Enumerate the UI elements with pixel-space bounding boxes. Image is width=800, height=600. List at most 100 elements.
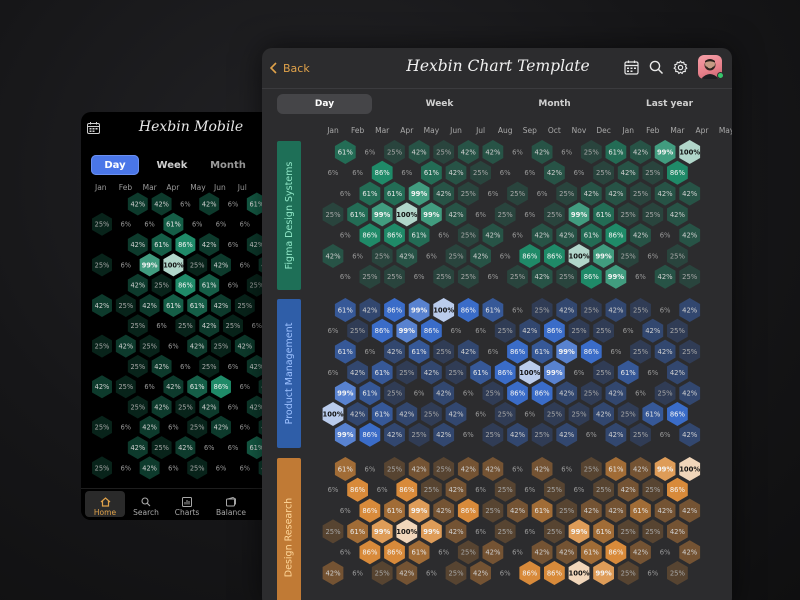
- desktop-cell-hex: [507, 339, 528, 364]
- desktop-cell-hex: [605, 540, 627, 565]
- desktop-cell-label: 61%: [584, 549, 600, 557]
- desktop-cell-hex: [679, 339, 701, 364]
- nav-charts[interactable]: Charts: [167, 491, 207, 517]
- mobile-cell-label: 25%: [95, 261, 110, 269]
- mobile-cell-label: 6%: [121, 261, 131, 269]
- mobile-tab-day[interactable]: Day: [91, 155, 139, 175]
- desktop-cell-label: 99%: [595, 569, 611, 577]
- desktop-cell-label: 25%: [621, 252, 637, 260]
- desktop-cell-label: 42%: [682, 507, 698, 515]
- desktop-cell-hex: [433, 298, 455, 322]
- mobile-cell-label: 25%: [190, 261, 205, 269]
- desktop-cell-hex: [347, 360, 368, 385]
- desktop-cell-label: 61%: [584, 232, 600, 240]
- desktop-cell-label: 42%: [535, 465, 551, 473]
- back-button[interactable]: Back: [270, 60, 310, 76]
- desktop-cell-label: 6%: [647, 369, 658, 377]
- mobile-cell-label: 25%: [190, 424, 205, 432]
- desktop-cell-hex: [642, 477, 664, 502]
- mobile-tab-month[interactable]: Month: [210, 159, 246, 171]
- desktop-cell-label: 99%: [411, 190, 427, 198]
- desktop-cell-hex: [642, 519, 664, 544]
- section-bar: [277, 458, 301, 600]
- desktop-cell-hex: [457, 540, 479, 565]
- desktop-cell-hex: [359, 181, 381, 206]
- desktop-cell-label: 6%: [340, 549, 351, 557]
- mobile-cell-hex: [246, 395, 267, 419]
- desktop-cell-hex: [654, 181, 676, 206]
- mobile-cell-label: 6%: [240, 261, 250, 269]
- page-title: Hexbin Chart Template: [406, 57, 590, 75]
- gear-icon[interactable]: [673, 60, 688, 75]
- desktop-cell-label: 42%: [670, 211, 686, 219]
- desktop-cell-hex: [494, 202, 516, 227]
- desktop-cell-hex: [482, 140, 504, 164]
- desktop-cell-hex: [667, 202, 688, 227]
- desktop-cell-hex: [593, 244, 614, 268]
- desktop-cell-hex: [384, 223, 405, 248]
- mobile-cell-label: 42%: [202, 200, 217, 208]
- mobile-cell-label: 25%: [130, 403, 145, 411]
- mobile-cell-label: 42%: [178, 444, 193, 452]
- desktop-cell-label: 61%: [375, 369, 391, 377]
- tab-last-year[interactable]: Last year: [645, 99, 694, 109]
- desktop-cell-hex: [654, 264, 676, 289]
- desktop-cell-label: 6%: [438, 232, 449, 240]
- nav-balance[interactable]: Balance: [209, 491, 253, 517]
- desktop-cell-label: 6%: [500, 569, 511, 577]
- mobile-cell-label: 25%: [95, 424, 110, 432]
- desktop-cell-label: 6%: [352, 169, 363, 177]
- nav-home[interactable]: Home: [85, 491, 125, 517]
- desktop-cell-label: 42%: [473, 252, 489, 260]
- desktop-cell-hex: [396, 519, 418, 544]
- desktop-cell-label: 86%: [375, 327, 391, 335]
- desktop-cell-label: 6%: [414, 390, 425, 398]
- desktop-cell-hex: [593, 402, 614, 426]
- desktop-cell-label: 6%: [635, 273, 646, 281]
- desktop-cell-label: 42%: [535, 549, 551, 557]
- mobile-cell-label: 42%: [214, 261, 229, 269]
- mobile-cell-hex: [211, 334, 231, 358]
- desktop-cell-label: 25%: [658, 390, 674, 398]
- calendar-icon[interactable]: [624, 60, 639, 75]
- nav-search[interactable]: Search: [126, 491, 166, 517]
- desktop-cell-label: 25%: [448, 252, 464, 260]
- mobile-cell-label: 25%: [95, 221, 110, 229]
- desktop-cell-label: 99%: [374, 528, 390, 536]
- mobile-cell-hex: [187, 253, 208, 277]
- desktop-cell-hex: [457, 181, 479, 206]
- desktop-cell-hex: [593, 360, 614, 385]
- mobile-tab-week[interactable]: Week: [156, 159, 188, 171]
- desktop-cell-label: 25%: [375, 252, 391, 260]
- desktop-cell-hex: [433, 264, 455, 289]
- desktop-cell-hex: [630, 298, 651, 322]
- mobile-cell-label: 25%: [178, 403, 193, 411]
- desktop-cell-label: 25%: [645, 169, 661, 177]
- desktop-cell-hex: [457, 298, 479, 322]
- tab-day[interactable]: Day: [277, 94, 372, 114]
- desktop-cell-label: 42%: [461, 465, 477, 473]
- search-icon[interactable]: [649, 60, 664, 75]
- desktop-cell-hex: [408, 422, 430, 447]
- mobile-cell-hex: [246, 436, 267, 460]
- desktop-cell-label: 25%: [596, 486, 612, 494]
- desktop-cell-hex: [556, 298, 578, 322]
- calendar-icon[interactable]: [87, 122, 100, 134]
- desktop-cell-hex: [396, 318, 418, 343]
- desktop-cell-label: 25%: [633, 190, 649, 198]
- desktop-cell-hex: [605, 498, 627, 523]
- desktop-cell-hex: [322, 519, 344, 544]
- mobile-cell-label: 6%: [228, 363, 238, 371]
- desktop-cell-label: 99%: [571, 211, 587, 219]
- desktop-cell-label: 61%: [350, 211, 366, 219]
- desktop-cell-label: 42%: [633, 148, 649, 156]
- desktop-cell-hex: [421, 402, 442, 426]
- tab-week[interactable]: Week: [425, 99, 454, 109]
- mobile-cell-label: 42%: [166, 383, 181, 391]
- desktop-cell-label: 25%: [424, 410, 440, 418]
- mobile-month-label: Mar: [142, 183, 157, 192]
- chart-icon: [182, 497, 192, 507]
- desktop-cell-label: 6%: [586, 431, 597, 439]
- desktop-cell-label: 25%: [645, 211, 661, 219]
- tab-month[interactable]: Month: [538, 99, 571, 109]
